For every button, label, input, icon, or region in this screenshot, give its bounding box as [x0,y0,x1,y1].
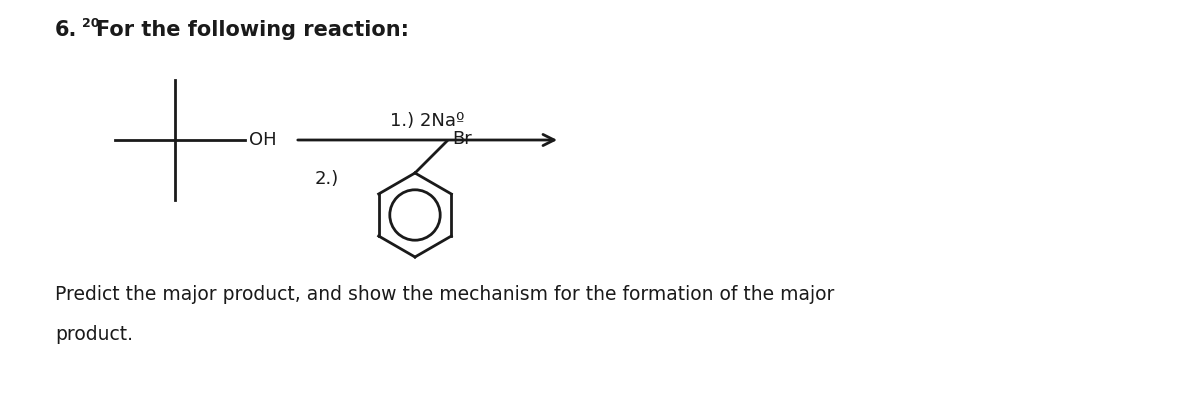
Text: For the following reaction:: For the following reaction: [96,20,409,40]
Text: 1.) 2Naº: 1.) 2Naº [390,112,464,130]
Text: 2.): 2.) [314,170,340,188]
Text: 6.: 6. [55,20,77,40]
Text: Predict the major product, and show the mechanism for the formation of the major: Predict the major product, and show the … [55,285,834,304]
Text: Br: Br [452,130,472,148]
Text: product.: product. [55,325,133,344]
Text: 20: 20 [82,17,100,30]
Text: OH: OH [250,131,277,149]
